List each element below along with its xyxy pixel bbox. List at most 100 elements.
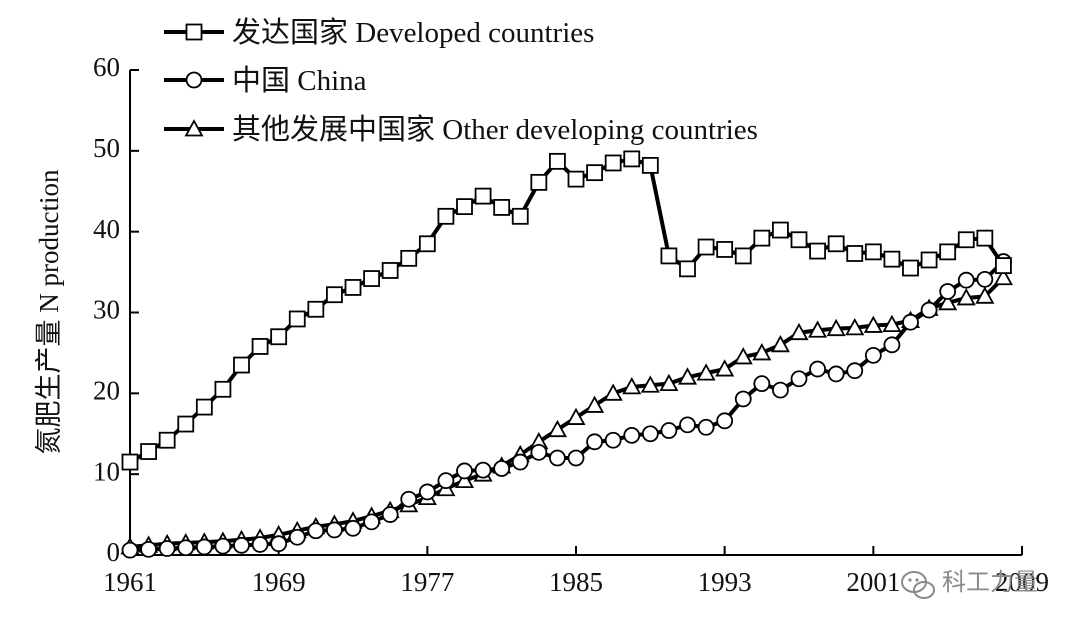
y-axis-label: 氮肥生产量 N production xyxy=(34,169,64,454)
data-point xyxy=(511,207,529,225)
data-point xyxy=(845,317,865,336)
data-point xyxy=(530,443,548,461)
data-point xyxy=(567,170,585,188)
x-tick-label: 1977 xyxy=(400,567,454,597)
data-point xyxy=(679,416,696,434)
data-point xyxy=(993,267,1013,286)
data-point xyxy=(233,536,250,554)
data-point xyxy=(307,522,325,540)
data-point xyxy=(790,370,808,388)
data-point xyxy=(566,407,586,425)
data-point xyxy=(883,336,901,354)
data-point xyxy=(641,156,659,174)
data-point xyxy=(883,250,901,268)
y-tick-label: 30 xyxy=(93,295,120,325)
legend-label: 中国 China xyxy=(232,64,367,97)
legend-label: 发达国家 Developed countries xyxy=(232,16,594,49)
data-point xyxy=(251,536,269,553)
data-point xyxy=(938,292,958,311)
x-tick-label: 1993 xyxy=(698,567,752,597)
data-point xyxy=(957,271,975,289)
data-point xyxy=(344,519,362,537)
data-point xyxy=(456,462,473,480)
data-point xyxy=(604,154,622,172)
data-point xyxy=(363,270,380,287)
data-point xyxy=(734,247,752,265)
data-point xyxy=(456,198,473,216)
data-point xyxy=(326,521,343,539)
legend-item: 发达国家 Developed countries xyxy=(164,16,594,49)
wechat-icon xyxy=(901,571,935,599)
data-point xyxy=(530,173,548,191)
data-point xyxy=(567,449,585,467)
data-point xyxy=(400,490,418,508)
legend-marker xyxy=(184,119,204,137)
series-line xyxy=(129,156,1006,464)
x-tick-label: 1961 xyxy=(103,567,157,597)
data-point xyxy=(957,231,975,249)
data-point xyxy=(864,243,882,261)
data-point xyxy=(288,528,306,546)
data-point xyxy=(753,229,771,247)
data-point xyxy=(789,322,809,341)
data-point xyxy=(809,360,826,378)
data-point xyxy=(326,286,343,304)
data-point xyxy=(454,470,475,489)
series-triangle xyxy=(120,267,1013,555)
data-point xyxy=(121,453,139,471)
data-point xyxy=(659,373,679,392)
data-point xyxy=(920,251,938,269)
data-point xyxy=(586,164,603,182)
x-tick-label: 2001 xyxy=(846,567,900,597)
data-point xyxy=(753,375,771,393)
data-point xyxy=(716,412,734,430)
data-point xyxy=(902,259,919,277)
data-point xyxy=(882,314,902,333)
watermark: 科工力量 xyxy=(901,568,1038,599)
data-point xyxy=(344,279,362,296)
data-point xyxy=(511,453,529,471)
data-point xyxy=(827,235,845,253)
data-point xyxy=(697,418,715,436)
data-point xyxy=(604,431,622,449)
data-point xyxy=(976,229,994,247)
data-point xyxy=(233,356,250,374)
data-point xyxy=(976,270,994,288)
data-point xyxy=(920,301,938,319)
data-point xyxy=(660,422,678,439)
data-point xyxy=(363,513,380,531)
data-point xyxy=(586,433,603,451)
data-point xyxy=(288,310,306,328)
data-point xyxy=(790,231,808,249)
x-tick-label: 1985 xyxy=(549,567,603,597)
data-point xyxy=(474,461,492,479)
y-tick-label: 10 xyxy=(93,456,120,486)
data-point xyxy=(195,398,213,416)
data-point xyxy=(623,426,641,444)
data-point xyxy=(549,152,566,170)
data-point xyxy=(939,243,957,261)
data-point xyxy=(177,539,195,557)
series-circle xyxy=(121,253,1012,559)
data-point xyxy=(307,300,325,318)
series-square xyxy=(121,150,1012,471)
series-line xyxy=(129,260,1005,553)
data-point xyxy=(214,537,232,555)
data-point xyxy=(641,425,659,443)
data-point xyxy=(772,221,789,239)
data-point xyxy=(381,262,399,279)
legend-marker xyxy=(185,71,203,89)
y-tick-label: 0 xyxy=(107,537,121,567)
legend-item: 其他发展中国家 Other developing countries xyxy=(164,113,758,146)
y-tick-label: 50 xyxy=(93,133,120,163)
y-tick-label: 60 xyxy=(93,52,120,82)
ticks: 0 10 20 30 40 50 60 1961 1969 1977 1985 1993 2001 200… xyxy=(93,52,1049,597)
data-point xyxy=(622,377,642,395)
y-tick-label: 20 xyxy=(93,376,120,406)
data-point xyxy=(623,150,641,168)
data-point xyxy=(827,365,845,383)
x-tick-label: 1969 xyxy=(252,567,306,597)
data-point xyxy=(381,506,399,523)
data-point xyxy=(809,242,826,260)
y-tick-label: 40 xyxy=(93,214,120,244)
